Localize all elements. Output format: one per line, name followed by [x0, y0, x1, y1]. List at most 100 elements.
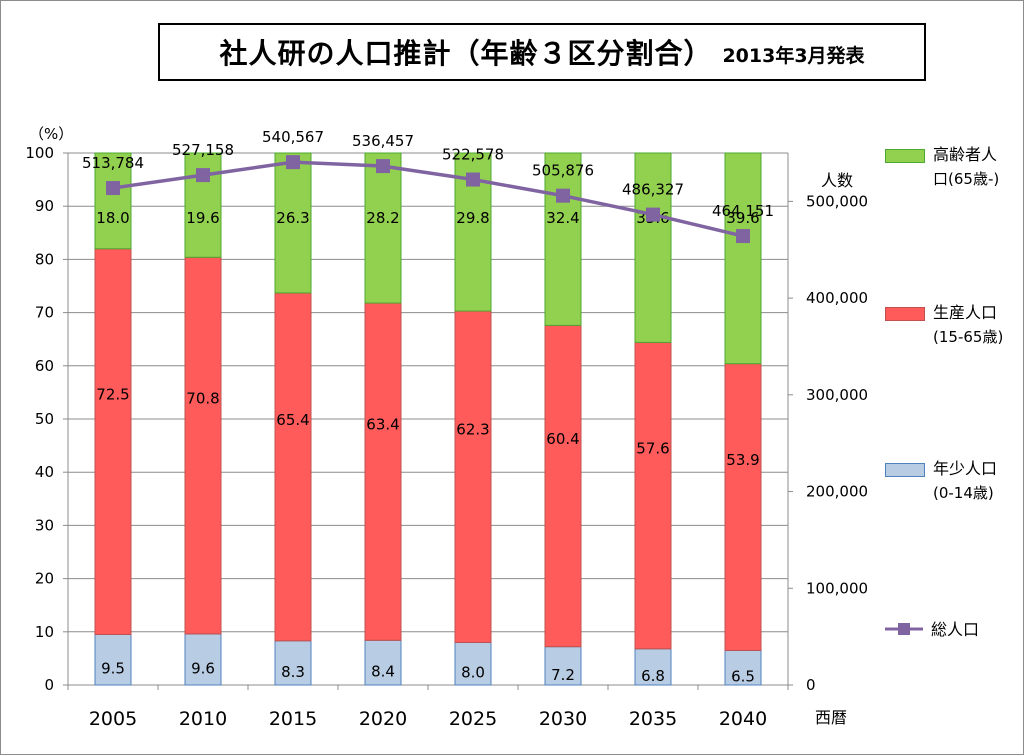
bar-data-label: 29.8: [456, 209, 489, 227]
x-tick-label: 2030: [539, 708, 587, 730]
y-right-tick-label: 200,000: [806, 483, 868, 501]
y-left-tick-label: 90: [35, 197, 54, 215]
legend-line-total: [885, 618, 923, 640]
bar-segment: [634, 648, 672, 686]
bar-segment: [364, 639, 402, 686]
x-tick-label: 2035: [629, 708, 677, 730]
y-right-tick-label: 0: [806, 676, 816, 694]
bar-data-label: 8.0: [461, 664, 485, 682]
x-tick-label: 2020: [359, 708, 407, 730]
x-axis-label: 西暦: [815, 708, 847, 727]
line-data-label: 522,578: [442, 146, 504, 164]
bar-segment: [94, 633, 132, 686]
line-data-label: 513,784: [82, 154, 144, 172]
line-series-total: [112, 160, 744, 238]
x-tick-label: 2005: [89, 708, 137, 730]
y-right-tick-label: 100,000: [806, 579, 868, 597]
bar-segment: [634, 152, 672, 343]
bar-segment: [274, 152, 312, 294]
bar-data-label: 7.2: [551, 666, 575, 684]
legend-label-elderly: 高齢者人 口(65歳-): [933, 143, 999, 191]
legend-swatch-young: [885, 463, 925, 477]
chart-subtitle: 2013年3月発表: [722, 44, 865, 67]
legend-label-elderly-line1: 高齢者人: [933, 145, 998, 164]
bar-data-label: 32.4: [546, 209, 579, 227]
bar-segment: [454, 641, 492, 686]
x-tick-label: 2015: [269, 708, 317, 730]
x-tick-label: 2040: [719, 708, 767, 730]
bar-segment: [544, 152, 582, 326]
bar-segment: [544, 324, 582, 648]
legend-swatch-working: [885, 307, 925, 321]
bar-data-label: 19.6: [186, 209, 219, 227]
line-marker: [466, 172, 480, 187]
bar-data-label: 60.4: [546, 430, 579, 448]
legend-label-working: 生産人口 (15-65歳): [933, 301, 1003, 349]
bar-data-label: 63.4: [366, 416, 399, 434]
bar-data-label: 9.5: [101, 660, 125, 678]
bar-data-label: 39.6: [726, 209, 759, 227]
bar-segment: [364, 152, 402, 304]
bar-segment: [724, 363, 762, 651]
line-marker: [106, 181, 120, 196]
bar-data-label: 9.6: [191, 659, 215, 677]
line-data-label: 464,151: [712, 202, 774, 220]
bar-segment: [94, 152, 132, 250]
bar-segment: [724, 649, 762, 686]
legend-label-young-line1: 年少人口: [933, 459, 998, 478]
legend-item-young: 年少人口 (0-14歳): [885, 457, 997, 505]
legend-label-young: 年少人口 (0-14歳): [933, 457, 997, 505]
bar-data-label: 8.3: [281, 663, 305, 681]
line-data-label: 540,567: [262, 128, 324, 146]
line-data-label: 505,876: [532, 162, 594, 180]
bar-segment: [364, 302, 402, 641]
line-marker: [556, 188, 570, 203]
line-marker: [376, 159, 390, 174]
y-right-tick-label: 500,000: [806, 192, 868, 210]
bar-data-label: 65.4: [276, 411, 309, 429]
y-left-tick-label: 80: [35, 250, 54, 268]
bar-data-label: 57.6: [636, 440, 669, 458]
y-left-tick-label: 20: [35, 570, 54, 588]
legend-label-working-line2: (15-65歳): [933, 328, 1004, 346]
y-left-tick-label: 50: [35, 410, 54, 428]
line-data-label: 486,327: [622, 181, 684, 199]
y-left-axis-label: （%）: [29, 125, 73, 143]
bar-data-label: 18.0: [96, 209, 129, 227]
y-left-tick-label: 60: [35, 357, 54, 375]
y-right-axis-label: 人数: [821, 171, 853, 190]
bar-data-label: 62.3: [456, 421, 489, 439]
y-left-tick-label: 0: [44, 676, 54, 694]
bar-data-label: 6.8: [641, 667, 665, 685]
line-marker: [286, 155, 300, 170]
legend-swatch-elderly: [885, 149, 925, 163]
legend-line-marker: [885, 623, 923, 635]
line-marker: [196, 168, 210, 183]
line-marker: [646, 207, 660, 222]
bar-segment: [454, 310, 492, 643]
line-marker: [736, 229, 750, 244]
x-tick-label: 2025: [449, 708, 497, 730]
bar-data-label: 8.4: [371, 663, 395, 681]
bar-segment: [274, 640, 312, 686]
x-tick-label: 2010: [179, 708, 227, 730]
chart-title: 社人研の人口推計（年齢３区分割合）: [219, 37, 713, 70]
y-left-tick-label: 100: [25, 144, 54, 162]
legend-item-total: 総人口: [885, 618, 979, 642]
line-data-label: 536,457: [352, 132, 414, 150]
bar-segment: [724, 152, 762, 365]
y-left-tick-label: 10: [35, 623, 54, 641]
bar-data-label: 28.2: [366, 209, 399, 227]
legend-item-elderly: 高齢者人 口(65歳-): [885, 143, 999, 191]
bar-segment: [94, 248, 132, 635]
y-left-tick-label: 70: [35, 304, 54, 322]
bar-data-label: 26.3: [276, 209, 309, 227]
bar-segment: [184, 256, 222, 635]
y-left-tick-label: 30: [35, 516, 54, 534]
legend-label-elderly-line2: 口(65歳-): [933, 170, 1000, 188]
bar-segment: [184, 633, 222, 686]
chart-title-box: 社人研の人口推計（年齢３区分割合） 2013年3月発表: [158, 23, 926, 81]
bar-data-label: 53.9: [726, 451, 759, 469]
